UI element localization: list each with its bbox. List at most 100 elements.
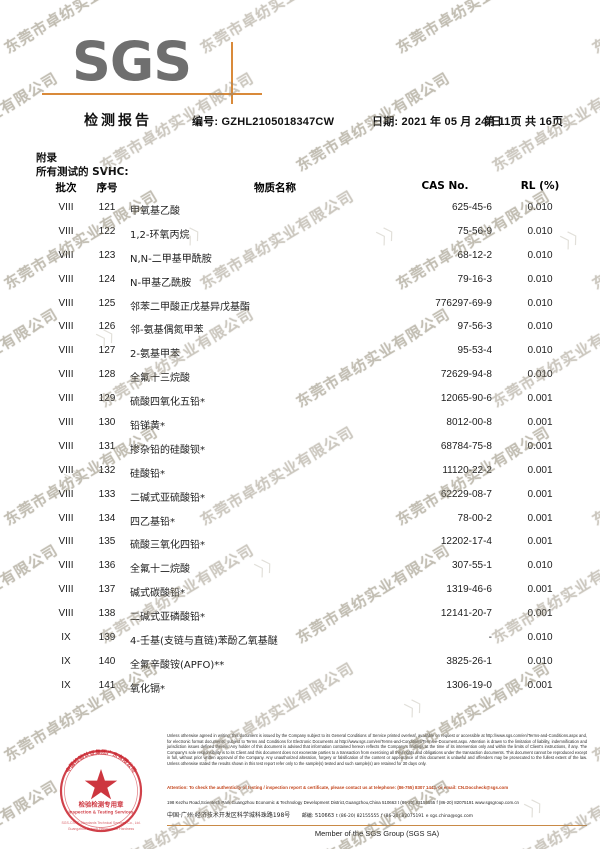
cell-no: 124 bbox=[98, 273, 116, 285]
cell-batch: VIII bbox=[58, 608, 74, 620]
table-row: VIII 125 邻苯二甲酸正戊基异戊基酯 776297-69-9 0.010 bbox=[0, 298, 600, 322]
table-row: VIII 138 二碱式亚磷酸铅* 12141-20-7 0.001 bbox=[0, 608, 600, 632]
attention-notice: Attention: To check the authenticity of … bbox=[167, 785, 509, 790]
cell-substance-name: 硅酸铅* bbox=[130, 468, 165, 480]
cell-no: 128 bbox=[98, 369, 116, 381]
cell-batch: IX bbox=[61, 632, 71, 644]
cell-substance-name: 全氟十二烷酸 bbox=[130, 564, 190, 576]
cell-cas-number: 625-45-6 bbox=[451, 202, 492, 213]
cell-substance-name: 硫酸四氧化五铅* bbox=[130, 397, 205, 409]
logo-horizontal-rule bbox=[42, 93, 262, 95]
footer-divider bbox=[167, 825, 587, 827]
address-cn-email: e sgs.china@sgs.com bbox=[425, 814, 474, 819]
svg-text:Guangzhou Branch Hengyunwei Ha: Guangzhou Branch Hengyunwei Hardness bbox=[68, 827, 135, 831]
cell-no: 133 bbox=[98, 488, 116, 500]
cell-batch: VIII bbox=[58, 345, 74, 357]
cell-substance-name: 全氟十三烷酸 bbox=[130, 373, 190, 385]
cell-reporting-limit: 0.001 bbox=[527, 417, 553, 429]
address-en-zip: 510663 bbox=[381, 800, 397, 805]
cell-substance-name: 邻苯二甲酸正戊基异戊基酯 bbox=[130, 301, 250, 313]
cell-reporting-limit: 0.001 bbox=[527, 393, 553, 405]
cell-cas-number: 3825-26-1 bbox=[446, 655, 492, 667]
report-number: 编号: GZHL2105018347CW bbox=[192, 116, 335, 128]
address-cn-zip: 邮编: 510663 bbox=[301, 813, 335, 819]
table-row: VIII 135 硫酸三氧化四铅* 12202-17-4 0.001 bbox=[0, 536, 600, 560]
cell-reporting-limit: 0.001 bbox=[527, 608, 553, 620]
cell-reporting-limit: 0.010 bbox=[527, 249, 553, 261]
appendix-title: 附录 bbox=[36, 152, 57, 164]
table-row: VIII 122 1,2-环氧丙烷 75-56-9 0.010 bbox=[0, 226, 600, 250]
table-header-row: 批次 序号 物质名称 CAS No. RL (%) bbox=[0, 180, 600, 202]
cell-cas-number: 68784-75-8 bbox=[440, 440, 492, 452]
table-row: VIII 132 硅酸铅* 11120-22-2 0.001 bbox=[0, 465, 600, 489]
cell-batch: VIII bbox=[58, 369, 74, 381]
cell-batch: VIII bbox=[58, 584, 74, 596]
cell-batch: IX bbox=[61, 679, 71, 691]
column-header-no: 序号 bbox=[96, 182, 118, 194]
table-row: VIII 131 掺杂铅的硅酸钡* 68784-75-8 0.001 bbox=[0, 441, 600, 465]
cell-no: 141 bbox=[98, 679, 116, 691]
svg-text:Inspection & Testing Services: Inspection & Testing Services bbox=[68, 810, 133, 815]
cell-no: 131 bbox=[98, 440, 116, 452]
cell-cas-number: 307-55-1 bbox=[451, 560, 492, 572]
cell-no: 137 bbox=[98, 584, 116, 596]
cell-batch: IX bbox=[61, 655, 71, 667]
cell-no: 127 bbox=[98, 345, 116, 357]
cell-cas-number: 79-16-3 bbox=[457, 273, 492, 285]
cell-cas-number: 78-00-2 bbox=[457, 512, 492, 524]
cell-substance-name: 硫酸三氧化四铅* bbox=[130, 540, 205, 552]
table-row: IX 140 全氟辛酸铵(APFO)** 3825-26-1 0.010 bbox=[0, 656, 600, 680]
cell-no: 130 bbox=[98, 417, 116, 429]
cell-substance-name: 四乙基铅* bbox=[130, 516, 175, 528]
cell-no: 135 bbox=[98, 536, 116, 548]
cell-substance-name: 铅锑黄* bbox=[130, 421, 165, 433]
table-row: VIII 129 硫酸四氧化五铅* 12065-90-6 0.001 bbox=[0, 393, 600, 417]
legal-disclaimer: Unless otherwise agreed in writing, this… bbox=[167, 733, 587, 766]
member-of-sgs-group: Member of the SGS Group (SGS SA) bbox=[314, 829, 440, 838]
cell-batch: VIII bbox=[58, 202, 74, 213]
cell-reporting-limit: 0.010 bbox=[527, 560, 553, 572]
table-row: VIII 137 碱式碳酸铅* 1319-46-6 0.001 bbox=[0, 584, 600, 608]
cell-substance-name: 全氟辛酸铵(APFO)** bbox=[130, 659, 225, 671]
cell-batch: VIII bbox=[58, 225, 74, 237]
cell-batch: VIII bbox=[58, 249, 74, 261]
page-title: 检测报告 bbox=[84, 113, 152, 129]
cell-substance-name: 邻-氨基偶氮甲苯 bbox=[130, 325, 204, 337]
table-row: VIII 123 N,N-二甲基甲酰胺 68-12-2 0.010 bbox=[0, 250, 600, 274]
table-row: VIII 127 2-氨基甲苯 95-53-4 0.010 bbox=[0, 345, 600, 369]
cell-cas-number: - bbox=[488, 632, 492, 644]
table-row: VIII 136 全氟十二烷酸 307-55-1 0.010 bbox=[0, 560, 600, 584]
cell-cas-number: 11120-22-2 bbox=[442, 464, 492, 476]
page-number: 第 11页 共 16页 bbox=[484, 116, 564, 128]
cell-reporting-limit: 0.010 bbox=[527, 655, 553, 667]
svhc-subtitle: 所有测试的 SVHC: bbox=[36, 166, 129, 178]
address-chinese: 中国·广州·经济技术开发区科学城科珠路198号 邮编: 510663 t (86… bbox=[167, 811, 587, 821]
cell-batch: VIII bbox=[58, 417, 74, 429]
cell-batch: VIII bbox=[58, 560, 74, 572]
address-en-fax: f (86-20) 82075191 bbox=[436, 800, 474, 805]
cell-cas-number: 95-53-4 bbox=[457, 345, 492, 357]
address-english: 198 Kezhu Road,Scientech Park Guangzhou … bbox=[167, 799, 587, 807]
column-header-substance: 物质名称 bbox=[254, 182, 296, 194]
cell-batch: VIII bbox=[58, 440, 74, 452]
table-row: IX 139 4-壬基(支链与直链)苯酚乙氧基醚 - 0.010 bbox=[0, 632, 600, 656]
cell-no: 140 bbox=[98, 655, 116, 667]
table-row: VIII 134 四乙基铅* 78-00-2 0.001 bbox=[0, 513, 600, 537]
cell-reporting-limit: 0.001 bbox=[527, 440, 553, 452]
cell-batch: VIII bbox=[58, 393, 74, 405]
cell-no: 129 bbox=[98, 393, 116, 405]
table-row: VIII 128 全氟十三烷酸 72629-94-8 0.010 bbox=[0, 369, 600, 393]
cell-cas-number: 97-56-3 bbox=[457, 321, 492, 333]
cell-cas-number: 12065-90-6 bbox=[440, 393, 492, 405]
cell-reporting-limit: 0.001 bbox=[527, 536, 553, 548]
cell-batch: VIII bbox=[58, 464, 74, 476]
cell-batch: VIII bbox=[58, 321, 74, 333]
cell-reporting-limit: 0.010 bbox=[527, 345, 553, 357]
column-header-rl: RL (%) bbox=[520, 180, 560, 192]
cell-no: 138 bbox=[98, 608, 116, 620]
cell-reporting-limit: 0.010 bbox=[527, 202, 553, 213]
cell-batch: VIII bbox=[58, 512, 74, 524]
inspection-seal-stamp: 中国检验认证集团广东有限公司 检验检测专用章 Inspection & Test… bbox=[52, 742, 150, 840]
cell-batch: VIII bbox=[58, 488, 74, 500]
